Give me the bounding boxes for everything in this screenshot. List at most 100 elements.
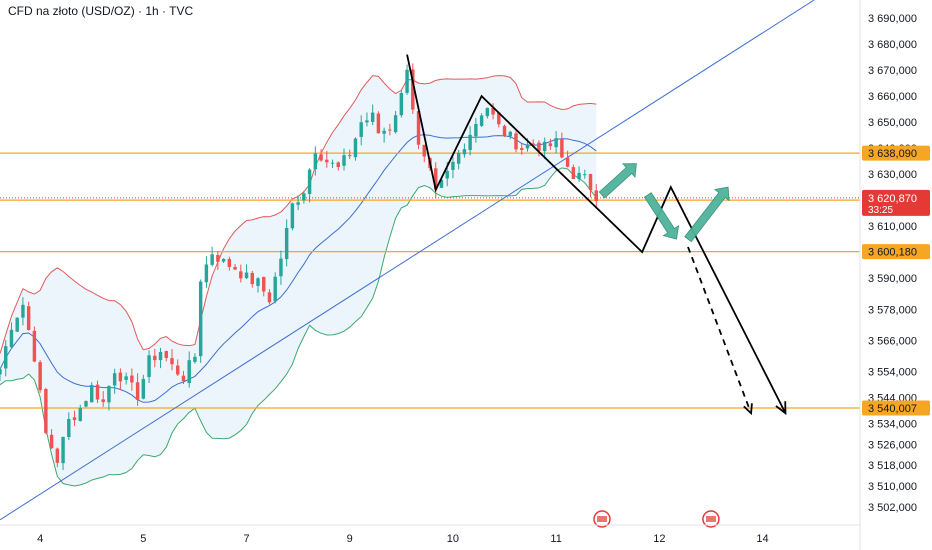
candle bbox=[474, 117, 478, 143]
last-price-badge bbox=[862, 189, 930, 216]
candle-body bbox=[26, 306, 31, 330]
candle bbox=[4, 340, 8, 377]
x-tick-label: 10 bbox=[447, 533, 459, 545]
candle-body bbox=[548, 143, 553, 147]
candle-body bbox=[84, 401, 88, 407]
y-tick-label: 3 526,000 bbox=[868, 439, 917, 451]
candle bbox=[342, 148, 346, 171]
candle bbox=[434, 162, 438, 199]
candle bbox=[290, 202, 295, 231]
candle-body bbox=[135, 382, 140, 400]
candle-body bbox=[262, 276, 266, 292]
projection-arrow bbox=[598, 163, 637, 199]
last-price-label: 3 620,870 bbox=[868, 193, 917, 205]
candle-body bbox=[118, 372, 123, 382]
candle-body bbox=[233, 266, 237, 270]
y-tick-label: 3 680,000 bbox=[868, 39, 917, 51]
candle bbox=[560, 132, 564, 159]
candle bbox=[537, 140, 541, 157]
candle-body bbox=[491, 107, 495, 115]
candle bbox=[273, 272, 277, 304]
candle-body bbox=[583, 174, 587, 176]
candle bbox=[67, 412, 71, 441]
candle bbox=[21, 297, 25, 326]
candle bbox=[141, 374, 146, 400]
candle bbox=[330, 159, 335, 168]
projection-arrow bbox=[643, 192, 680, 240]
x-tick-label: 14 bbox=[756, 533, 768, 545]
candle bbox=[227, 256, 232, 271]
candle bbox=[462, 143, 467, 158]
candle bbox=[508, 130, 512, 140]
candle-body bbox=[95, 384, 100, 400]
candle bbox=[565, 150, 570, 168]
candle bbox=[101, 391, 105, 407]
candle bbox=[479, 113, 484, 128]
candle bbox=[38, 360, 42, 393]
candle-body bbox=[176, 365, 180, 375]
candle bbox=[221, 258, 226, 264]
candle-body bbox=[456, 152, 461, 164]
candle-body bbox=[479, 115, 484, 126]
candle bbox=[307, 168, 312, 203]
candle bbox=[210, 246, 214, 267]
candle-body bbox=[279, 258, 283, 277]
candle bbox=[112, 368, 117, 394]
candle-body bbox=[365, 120, 369, 123]
candle-body bbox=[514, 133, 518, 150]
candle-body bbox=[542, 141, 547, 152]
candle-body bbox=[21, 304, 25, 318]
candle bbox=[49, 429, 54, 449]
candle bbox=[262, 276, 266, 297]
candle bbox=[164, 350, 168, 362]
candle bbox=[233, 263, 237, 270]
candle-body bbox=[376, 113, 381, 134]
candle bbox=[118, 368, 123, 391]
bollinger-fill bbox=[0, 75, 597, 486]
candle bbox=[353, 137, 358, 161]
x-tick-label: 12 bbox=[653, 533, 665, 545]
candle-body bbox=[38, 362, 42, 391]
candle-body bbox=[239, 271, 243, 279]
candle bbox=[9, 322, 14, 349]
candle bbox=[181, 370, 186, 385]
candle-body bbox=[290, 203, 295, 229]
candle-body bbox=[72, 417, 77, 421]
candle bbox=[422, 144, 426, 163]
candle bbox=[313, 146, 318, 176]
level-badge-label: 3 540,007 bbox=[868, 403, 917, 415]
candle-body bbox=[296, 202, 300, 205]
candle-body bbox=[216, 254, 220, 262]
candle bbox=[72, 410, 77, 426]
y-tick-label: 3 610,000 bbox=[868, 221, 917, 233]
candle bbox=[577, 166, 581, 183]
projection-arrow bbox=[684, 186, 730, 243]
candle-body bbox=[250, 272, 254, 285]
candle bbox=[348, 149, 352, 160]
candle-body bbox=[101, 399, 105, 403]
candle bbox=[393, 110, 398, 134]
candle bbox=[84, 400, 88, 408]
candle bbox=[279, 250, 283, 285]
y-tick-label: 3 650,000 bbox=[868, 117, 917, 129]
candle-body bbox=[497, 112, 501, 125]
candle-body bbox=[4, 346, 8, 369]
candle bbox=[451, 156, 455, 179]
candle bbox=[588, 173, 593, 198]
candle bbox=[485, 107, 490, 119]
y-tick-label: 3 518,000 bbox=[868, 460, 917, 472]
candle-body bbox=[393, 115, 398, 133]
chart-title: CFD na złoto (USD/OZ) · 1h · TVC bbox=[8, 4, 194, 18]
candle-body bbox=[49, 434, 54, 449]
candle-body bbox=[90, 385, 94, 403]
candle-body bbox=[502, 125, 507, 136]
candle-body bbox=[187, 360, 191, 384]
candle-body bbox=[405, 69, 409, 93]
candle-body bbox=[319, 154, 323, 161]
candle bbox=[250, 270, 254, 288]
candle-body bbox=[560, 139, 564, 158]
candle-body bbox=[445, 170, 449, 179]
candle bbox=[502, 124, 507, 137]
candle bbox=[399, 90, 404, 118]
